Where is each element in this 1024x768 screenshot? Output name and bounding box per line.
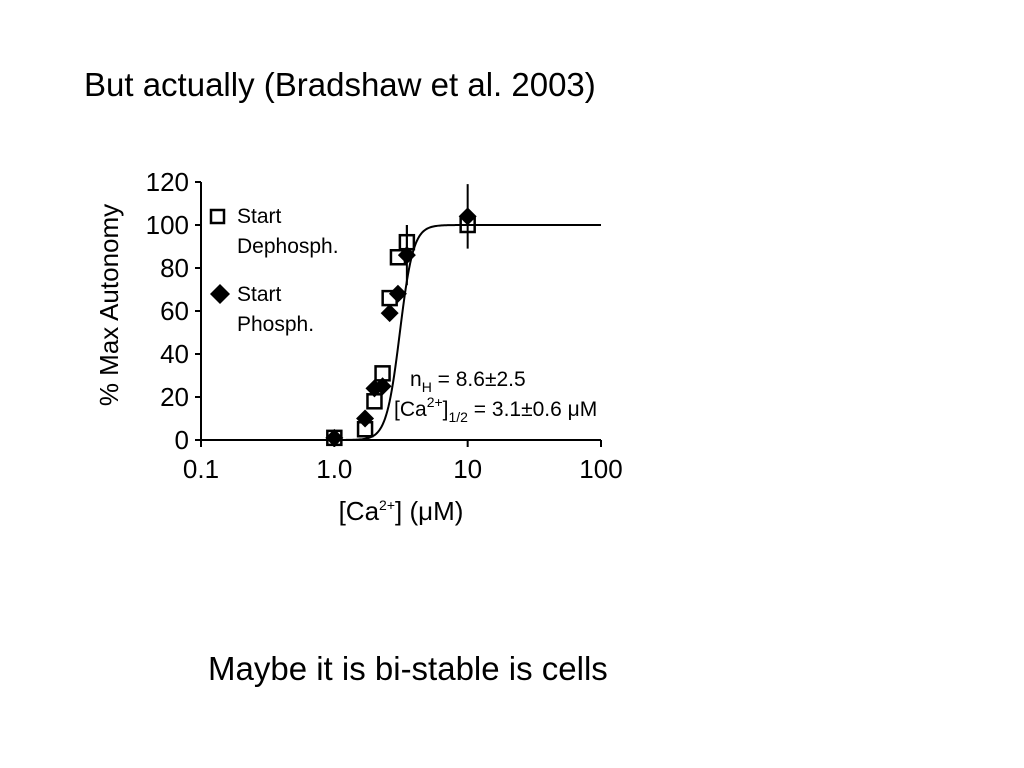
y-tick-label: 40	[160, 339, 189, 369]
legend-dephosph-line2: Dephosph.	[237, 235, 339, 258]
half-max-annotation: [Ca2+]1/2 = 3.1±0.6 μM	[394, 394, 597, 425]
y-tick-label: 0	[175, 425, 189, 455]
y-tick-label: 120	[146, 167, 189, 197]
y-ticks: 0 20 40 60 80 100 120	[146, 167, 201, 455]
slide-title: But actually (Bradshaw et al. 2003)	[84, 66, 596, 104]
y-tick-label: 20	[160, 382, 189, 412]
y-tick-label: 60	[160, 296, 189, 326]
legend-dephosph-line1: Start	[237, 205, 282, 228]
x-tick-label: 100	[579, 454, 622, 484]
legend-filled-diamond-marker	[210, 284, 230, 304]
x-tick-label: 10	[453, 454, 482, 484]
hill-coefficient-annotation: nH = 8.6±2.5	[410, 368, 526, 395]
x-ticks: 0.1 1.0 10 100	[183, 440, 623, 484]
legend: Start Dephosph. Start Phosph.	[210, 205, 339, 336]
y-tick-label: 80	[160, 253, 189, 283]
slide-caption: Maybe it is bi-stable is cells	[208, 650, 608, 688]
error-bars	[407, 184, 468, 285]
legend-phosph-line1: Start	[237, 283, 282, 306]
x-axis-title: [Ca2+] (μM)	[339, 496, 464, 526]
filled-diamond-point	[381, 304, 399, 322]
y-axis-title: % Max Autonomy	[94, 204, 124, 406]
x-tick-label: 0.1	[183, 454, 219, 484]
y-tick-label: 100	[146, 210, 189, 240]
x-tick-label: 1.0	[316, 454, 352, 484]
ca-autonomy-chart: % Max Autonomy 0 20 40 60 80 100 120 0.1 1.0 10 1…	[80, 160, 680, 550]
legend-phosph-line2: Phosph.	[237, 313, 314, 336]
legend-open-square-marker	[211, 210, 224, 223]
